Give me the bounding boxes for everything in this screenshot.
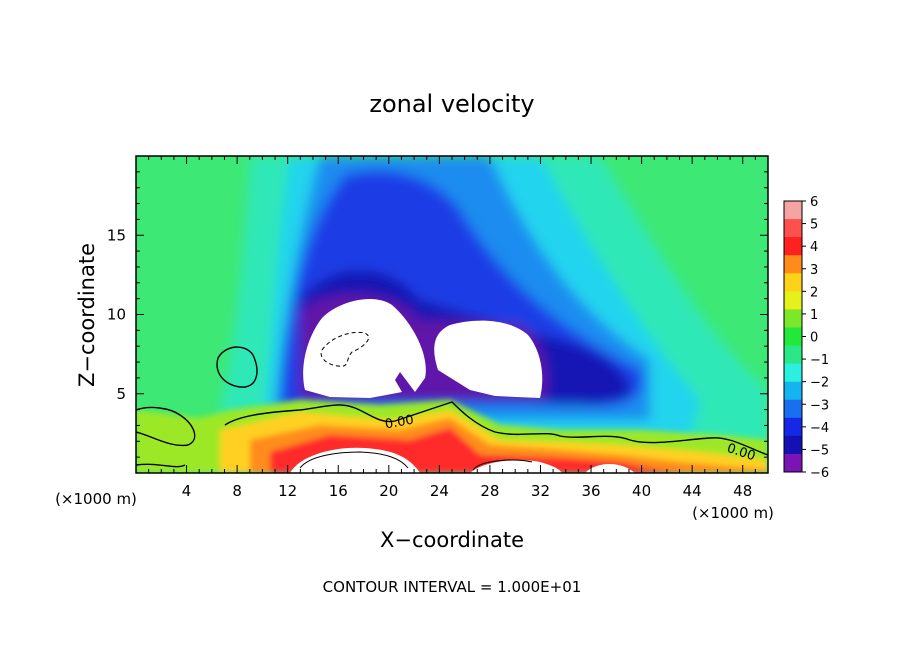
colorbar-label: 2	[810, 285, 818, 300]
x-tick-label: 8	[232, 482, 242, 500]
colorbar-swatch	[784, 219, 802, 238]
colorbar-swatch	[784, 417, 802, 437]
colorbar-swatch	[784, 291, 802, 310]
zero-contour-surface-cell-1	[299, 451, 409, 469]
colorbar-swatch	[784, 327, 802, 347]
y-tick-label: 5	[116, 385, 126, 403]
zero-contour-bubble	[216, 346, 258, 388]
saturated-region-surface-2	[470, 460, 562, 473]
colorbar-label: 5	[810, 218, 818, 233]
colorbar-label: −6	[810, 466, 829, 481]
saturated-region-surface-3	[585, 463, 635, 473]
x-tick-label: 36	[581, 482, 600, 500]
x-tick-label: 28	[480, 482, 499, 500]
y-tick-label: 15	[107, 226, 126, 244]
colorbar-swatch	[784, 309, 802, 328]
colorbar-swatch	[784, 273, 802, 292]
negative-contour-dashed	[320, 331, 370, 367]
x-units-right: (×1000 m)	[692, 504, 774, 522]
y-tick-label: 10	[107, 306, 126, 324]
x-tick-label: 48	[733, 482, 752, 500]
colorbar-swatch	[784, 453, 802, 473]
zero-contour-surface	[136, 406, 196, 447]
saturated-region-main	[303, 299, 426, 398]
colorbar-label: −1	[810, 353, 829, 368]
x-tick-label: 12	[278, 482, 297, 500]
x-tick-label: 44	[683, 482, 702, 500]
colorbar-swatch	[784, 435, 802, 455]
x-tick-label: 32	[531, 482, 550, 500]
colorbar-label: 0	[810, 331, 818, 346]
colorbar-label: −4	[810, 421, 829, 436]
contour-interval-footer: CONTOUR INTERVAL = 1.000E+01	[323, 578, 582, 596]
colorbar-label: 4	[810, 240, 818, 255]
colorbar-swatch	[784, 399, 802, 419]
colorbar: 6 5 4 3 2 1 0 −1 −2 −3 −4 −5 −6	[783, 195, 829, 481]
colorbar-swatch	[784, 255, 802, 274]
saturated-region-surface-1	[290, 447, 420, 473]
x-tick-label: 4	[182, 482, 192, 500]
x-tick-label: 20	[379, 482, 398, 500]
chart-title: zonal velocity	[369, 90, 534, 118]
contour-label-0: 0.00	[384, 413, 415, 433]
x-tick-label: 40	[632, 482, 651, 500]
x-units-left: (×1000 m)	[55, 490, 137, 508]
x-tick-label: 16	[329, 482, 348, 500]
colorbar-label: 6	[810, 195, 818, 210]
saturated-region-east	[434, 320, 543, 398]
y-axis-label: Z−coordinate	[75, 243, 99, 387]
colorbar-swatch	[784, 201, 802, 220]
x-axis-label: X−coordinate	[380, 528, 524, 552]
colorbar-label: −3	[810, 398, 829, 413]
colorbar-label: −5	[810, 443, 829, 458]
colorbar-label: 3	[810, 263, 818, 278]
x-tick-label: 24	[430, 482, 449, 500]
colorbar-swatch	[784, 363, 802, 383]
colorbar-label: 1	[810, 308, 818, 323]
zero-contour-warm-band	[136, 401, 768, 468]
colorbar-label: −2	[810, 376, 829, 391]
colorbar-swatch	[784, 345, 802, 365]
colorbar-swatch	[784, 381, 802, 401]
colorbar-swatch	[784, 237, 802, 256]
zero-contour-surface-cell-2	[472, 459, 533, 471]
field-plot: 0.00 0.00	[136, 156, 768, 473]
